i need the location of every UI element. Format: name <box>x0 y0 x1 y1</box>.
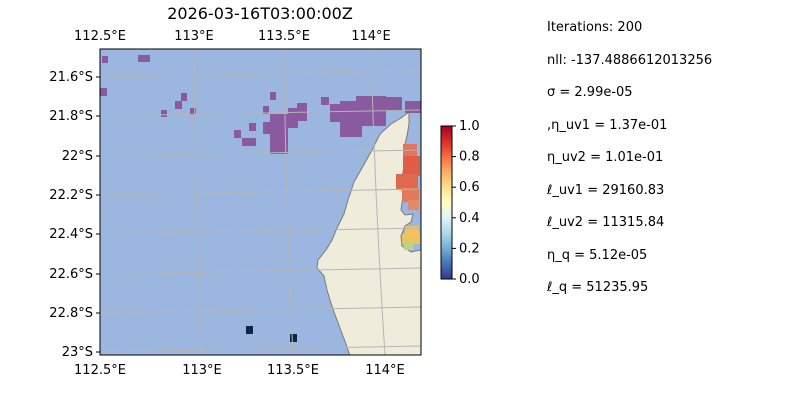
stat-line: η_q = 5.12e-05 <box>547 247 648 263</box>
lon-label-top: 114°E <box>351 29 391 44</box>
colorbar-tick-label: 0.2 <box>459 241 480 256</box>
graticule <box>100 49 421 355</box>
parallel-line <box>100 227 421 235</box>
lon-label-bottom: 113°E <box>182 363 222 378</box>
lat-label: 22.8°S <box>49 306 93 321</box>
marker-a <box>246 326 253 334</box>
lat-label: 22.2°S <box>49 188 93 203</box>
parallel-line <box>100 109 421 117</box>
stat-line: η_uv2 = 1.01e-01 <box>547 150 664 165</box>
lon-label-bottom: 114°E <box>365 363 405 378</box>
lon-label-top: 113.5°E <box>258 29 310 44</box>
marker-b <box>290 334 297 342</box>
meridian-line <box>283 49 294 355</box>
lon-label-bottom: 112.5°E <box>74 363 126 378</box>
stat-line: ℓ_q = 51235.95 <box>547 280 649 295</box>
colorbar-ticks: 0.0 0.2 0.4 0.6 0.8 1.0 <box>452 119 480 287</box>
map-panel[interactable] <box>99 49 422 356</box>
meridian-line <box>370 49 386 355</box>
lon-label-top: 112.5°E <box>74 29 126 44</box>
lat-label: 21.6°S <box>49 70 93 85</box>
land-heat-cells <box>396 144 420 250</box>
lat-label: 23°S <box>62 345 93 360</box>
stat-line: nll: -137.4886612013256 <box>547 52 713 68</box>
meridian-line <box>193 49 203 355</box>
parallel-line <box>100 70 421 78</box>
stat-line: ,η_uv1 = 1.37e-01 <box>547 117 668 133</box>
stat-line: ℓ_uv1 = 29160.83 <box>547 182 665 198</box>
lat-label: 22.4°S <box>49 227 93 242</box>
parallel-line <box>100 188 421 196</box>
lat-label: 22.6°S <box>49 267 93 282</box>
lat-label: 21.8°S <box>49 109 93 124</box>
map-title: 2026-03-16T03:00:00Z <box>167 4 353 23</box>
map-frame <box>99 48 422 356</box>
colorbar-tick-label: 0.0 <box>459 272 480 287</box>
stat-line: σ = 2.99e-05 <box>547 85 633 100</box>
parallel-line <box>100 345 421 353</box>
lon-label-top: 113°E <box>174 29 214 44</box>
map-ticks: 112.5°E 112.5°E 113°E 113°E 113.5°E 113.5°E 11… <box>49 29 404 378</box>
parallel-line <box>100 306 421 314</box>
lat-label: 22°S <box>62 149 93 164</box>
parallel-line <box>100 267 421 275</box>
colorbar-tick-label: 1.0 <box>459 119 480 134</box>
stat-line: Iterations: 200 <box>547 20 643 35</box>
stat-line: ℓ_uv2 = 11315.84 <box>547 215 665 230</box>
parallel-line <box>100 149 421 157</box>
colorbar <box>440 125 453 280</box>
lon-label-bottom: 113.5°E <box>267 363 319 378</box>
colorbar-tick-label: 0.4 <box>459 211 480 226</box>
colorbar-tick-label: 0.6 <box>459 180 480 195</box>
colorbar-tick-label: 0.8 <box>459 150 480 165</box>
